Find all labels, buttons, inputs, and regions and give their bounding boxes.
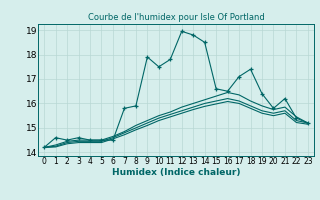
X-axis label: Humidex (Indice chaleur): Humidex (Indice chaleur): [112, 168, 240, 177]
Title: Courbe de l'humidex pour Isle Of Portland: Courbe de l'humidex pour Isle Of Portlan…: [88, 13, 264, 22]
